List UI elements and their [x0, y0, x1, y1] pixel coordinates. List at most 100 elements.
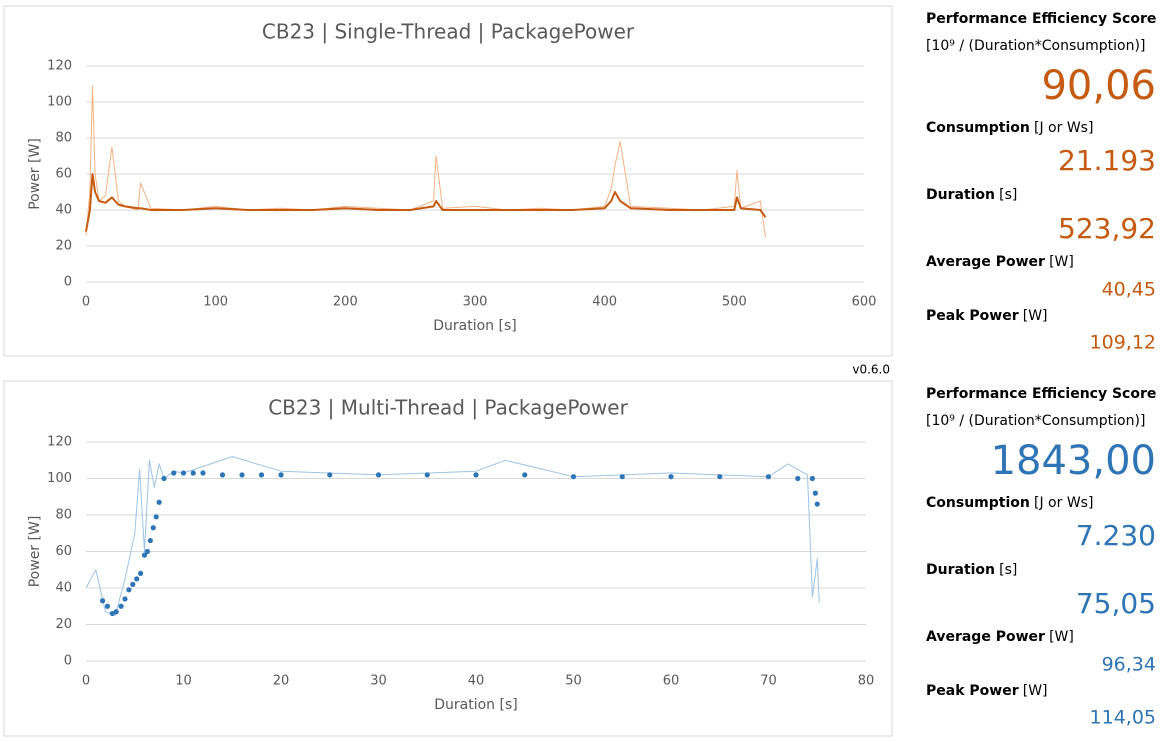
stat-unit: [J or Ws] — [1034, 495, 1093, 511]
data-point — [118, 603, 124, 609]
y-tick-label: 80 — [55, 508, 72, 523]
data-point — [522, 472, 528, 478]
y-tick-label: 0 — [64, 654, 72, 669]
data-point — [153, 514, 159, 520]
data-point — [171, 470, 177, 476]
y-tick-label: 40 — [55, 581, 72, 596]
stat-unit: [s] — [999, 187, 1017, 203]
x-tick-label: 60 — [663, 674, 680, 689]
data-point — [814, 501, 820, 507]
x-tick-label: 500 — [722, 295, 747, 310]
data-point — [109, 610, 115, 617]
score-value: 90,06 — [1041, 63, 1156, 109]
y-axis-title: Power [W] — [27, 138, 43, 210]
data-point — [99, 598, 106, 604]
chart-title: CB23 | Single-Thread | PackagePower — [262, 20, 635, 44]
y-tick-label: 0 — [64, 275, 72, 290]
data-point — [424, 472, 430, 478]
data-point — [812, 490, 818, 496]
score-label: Performance Efficiency Score — [926, 386, 1156, 402]
score-label: Performance Efficiency Score — [926, 11, 1156, 27]
data-line — [85, 173, 767, 232]
stat-name: Peak Power — [926, 308, 1019, 324]
stat-name: Average Power — [926, 254, 1045, 270]
data-point — [180, 470, 187, 476]
data-point — [258, 472, 265, 478]
stat-name: Peak Power — [926, 683, 1019, 699]
stat-value: 7.230 — [1076, 519, 1156, 552]
x-tick-label: 50 — [565, 674, 582, 689]
x-tick-label: 300 — [463, 295, 488, 310]
stat-label: Duration [s] — [926, 187, 1017, 203]
data-point — [126, 587, 132, 593]
data-point — [278, 472, 284, 478]
x-tick-label: 100 — [203, 295, 228, 310]
data-point — [134, 576, 140, 582]
data-point — [327, 472, 333, 478]
data-point — [138, 570, 144, 577]
data-point — [113, 609, 119, 615]
x-tick-label: 80 — [858, 674, 875, 689]
x-tick-label: 200 — [333, 295, 358, 310]
stat-unit: [s] — [999, 562, 1017, 578]
x-tick-label: 10 — [175, 674, 192, 689]
stat-label: Consumption [J or Ws] — [926, 120, 1093, 136]
data-point — [144, 548, 151, 555]
y-tick-label: 60 — [55, 167, 72, 182]
x-axis-title: Duration [s] — [434, 697, 517, 713]
stat-value: 109,12 — [1090, 332, 1156, 354]
stat-label: Peak Power [W] — [926, 308, 1048, 324]
y-tick-label: 40 — [55, 203, 72, 218]
data-point — [668, 474, 674, 480]
x-axis-title: Duration [s] — [433, 318, 516, 334]
stat-label: Peak Power [W] — [926, 683, 1048, 699]
score-unit: [10⁹ / (Duration*Consumption)] — [926, 413, 1145, 429]
y-tick-label: 100 — [47, 95, 72, 110]
chart-frame — [3, 5, 893, 357]
data-point — [147, 537, 153, 544]
score-unit: [10⁹ / (Duration*Consumption)] — [926, 38, 1145, 54]
x-tick-label: 0 — [82, 295, 90, 310]
stat-unit: [W] — [1023, 683, 1048, 699]
data-point — [190, 470, 196, 476]
data-point — [619, 474, 625, 480]
stat-label: Average Power [W] — [926, 629, 1074, 645]
stat-unit: [W] — [1049, 629, 1074, 645]
stat-unit: [W] — [1023, 308, 1048, 324]
y-tick-label: 20 — [55, 617, 72, 632]
x-tick-label: 0 — [82, 674, 90, 689]
stat-name: Duration — [926, 562, 995, 578]
stat-unit: [J or Ws] — [1034, 120, 1093, 136]
data-point — [809, 475, 815, 482]
x-tick-label: 600 — [852, 295, 877, 310]
stat-name: Consumption — [926, 120, 1030, 136]
x-tick-label: 40 — [468, 674, 485, 689]
x-tick-label: 20 — [273, 674, 290, 689]
data-point — [765, 474, 772, 480]
y-axis-title: Power [W] — [27, 516, 43, 588]
data-point — [161, 475, 167, 482]
stat-value: 523,92 — [1058, 212, 1156, 245]
y-tick-label: 80 — [55, 131, 72, 146]
x-tick-label: 30 — [370, 674, 387, 689]
data-point — [795, 475, 801, 482]
data-point — [130, 581, 136, 587]
stat-value: 114,05 — [1090, 707, 1156, 729]
x-tick-label: 70 — [760, 674, 777, 689]
stat-value: 40,45 — [1102, 279, 1156, 301]
stat-label: Average Power [W] — [926, 254, 1074, 270]
data-point — [375, 472, 382, 478]
data-point — [156, 499, 162, 505]
stat-name: Average Power — [926, 629, 1045, 645]
data-point — [104, 603, 111, 609]
data-point — [150, 525, 156, 531]
stat-label: Duration [s] — [926, 562, 1017, 578]
stat-label: Consumption [J or Ws] — [926, 495, 1093, 511]
data-point — [200, 470, 206, 476]
score-value: 1843,00 — [991, 438, 1156, 484]
data-point — [122, 596, 128, 602]
stat-value: 75,05 — [1076, 587, 1156, 620]
y-tick-label: 120 — [47, 59, 72, 74]
stat-name: Consumption — [926, 495, 1030, 511]
